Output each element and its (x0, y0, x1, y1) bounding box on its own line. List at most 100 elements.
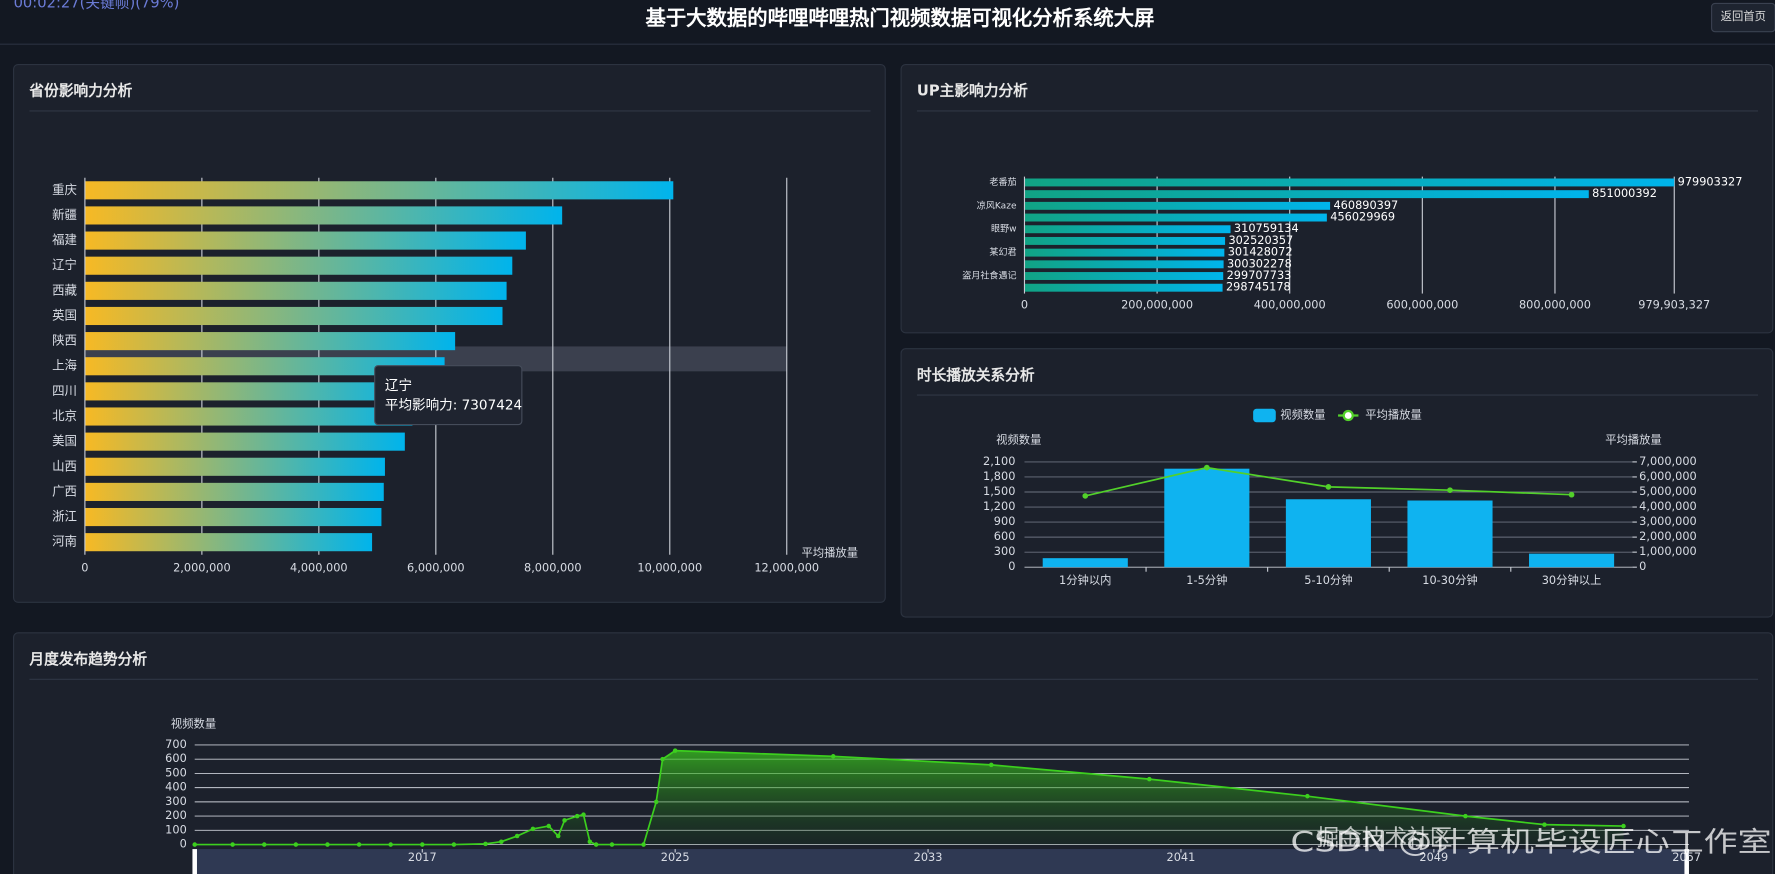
y-tick-label: 0 (180, 837, 187, 851)
point (483, 841, 488, 847)
point (420, 842, 425, 847)
category-label: 西藏 (52, 282, 77, 297)
y-tick-label: 700 (165, 737, 187, 751)
bar (84, 357, 445, 376)
bar (1042, 558, 1128, 568)
y-tick-label: 1,800 (983, 469, 1015, 483)
category-label: 广西 (52, 483, 77, 498)
point (192, 842, 197, 847)
point (293, 842, 299, 847)
bar (1529, 553, 1615, 568)
watermark: CSDN @计算机毕设匠心工作室 (1290, 827, 1771, 858)
bar (84, 231, 526, 250)
y2-tick-label: 4,000,000 (1639, 499, 1697, 513)
point (1447, 487, 1453, 494)
bar (84, 181, 674, 200)
point (587, 839, 593, 844)
y2-tick-label: 7,000,000 (1639, 454, 1697, 468)
category-label: 福建 (52, 232, 77, 247)
data-label: 298745178 (1226, 280, 1291, 294)
category-label: 眼野w (991, 224, 1017, 235)
y-tick-label: 900 (994, 514, 1016, 528)
bar (1024, 272, 1224, 280)
panel-title: 省份影响力分析 (28, 82, 132, 100)
y-tick-label: 100 (165, 822, 187, 836)
bar (1024, 283, 1223, 292)
point (641, 842, 646, 847)
point (581, 812, 586, 817)
point (1463, 813, 1468, 819)
x-tick-label: 979,903,327 (1638, 298, 1710, 312)
data-label: 301428072 (1228, 245, 1293, 259)
point (1204, 464, 1210, 471)
bar (84, 306, 503, 326)
point (451, 842, 457, 847)
legend-icon (1342, 409, 1354, 422)
y2-tick-label: 5,000,000 (1639, 484, 1697, 498)
data-label: 456029969 (1330, 210, 1395, 224)
back-button[interactable] (1711, 2, 1775, 33)
category-label: 重庆 (52, 182, 77, 197)
y-tick-label: 2,100 (983, 454, 1015, 468)
y-tick-label: 600 (165, 751, 187, 765)
page-title: 基于大数据的哔哩哔哩热门视频数据可视化分析系统大屏 (645, 6, 1154, 30)
y-axis-name: 视频数量 (171, 717, 216, 731)
bar (1024, 190, 1589, 199)
x-tick-label: 4,000,000 (290, 560, 348, 574)
panel-title: 月度发布趋势分析 (28, 650, 147, 668)
bar (84, 432, 405, 451)
y-tick-label: 500 (165, 765, 187, 779)
timer: 00:02:27(关键帧)(79%) (14, 0, 180, 11)
x-tick-label: 5-10分钟 (1304, 573, 1352, 587)
point (562, 818, 567, 823)
point (555, 833, 561, 839)
tooltip-text: 平均影响力: 7307424 (385, 397, 522, 413)
y2-tick-label: 1,000,000 (1639, 544, 1697, 558)
y2-tick-label: 0 (1639, 559, 1646, 573)
x-tick-label: 1分钟以内 (1059, 573, 1111, 587)
point (830, 754, 836, 759)
point (499, 839, 504, 844)
point (1082, 493, 1089, 499)
point (989, 762, 994, 768)
point (1305, 793, 1310, 799)
panel-title: UP主影响力分析 (917, 82, 1028, 100)
x-tick-label: 800,000,000 (1519, 298, 1591, 312)
bar (84, 382, 419, 401)
bar (1024, 178, 1675, 187)
point (356, 842, 362, 847)
data-label: 302520357 (1228, 233, 1293, 247)
point (546, 823, 552, 829)
legend-icon (1253, 408, 1276, 423)
category-label: 老番茄 (989, 176, 1016, 188)
tooltip-title: 辽宁 (385, 377, 412, 394)
bar (84, 206, 563, 225)
category-label: 凉风Kaze (977, 199, 1017, 211)
data-label: 299707733 (1227, 268, 1292, 282)
bar (1407, 500, 1493, 568)
bar (84, 256, 513, 275)
x-tick-label: 8,000,000 (524, 560, 582, 574)
category-label: 上海 (52, 358, 77, 373)
back-button-label[interactable]: 返回首页 (1721, 9, 1766, 23)
x-tick-label: 12,000,000 (754, 560, 819, 574)
y2-tick-label: 3,000,000 (1639, 514, 1697, 528)
category-label: 某幻君 (989, 246, 1016, 258)
x-tick-label: 2025 (661, 850, 690, 864)
point (1325, 484, 1332, 490)
point (388, 842, 393, 847)
zoom-handle (192, 849, 197, 874)
data-label: 979903327 (1678, 174, 1743, 188)
data-label: 460890397 (1333, 198, 1398, 212)
point (530, 826, 536, 832)
x-tick-label: 2041 (1167, 850, 1196, 864)
point (230, 842, 235, 847)
point (593, 842, 599, 847)
y-tick-label: 1,200 (983, 499, 1015, 513)
x-tick-label: 30分钟以上 (1542, 573, 1602, 587)
x-tick-label: 2033 (914, 850, 943, 864)
x-tick-label: 10-30分钟 (1422, 573, 1477, 587)
bar (84, 533, 373, 552)
x-tick-label: 6,000,000 (407, 560, 465, 574)
y-tick-label: 300 (165, 794, 187, 808)
